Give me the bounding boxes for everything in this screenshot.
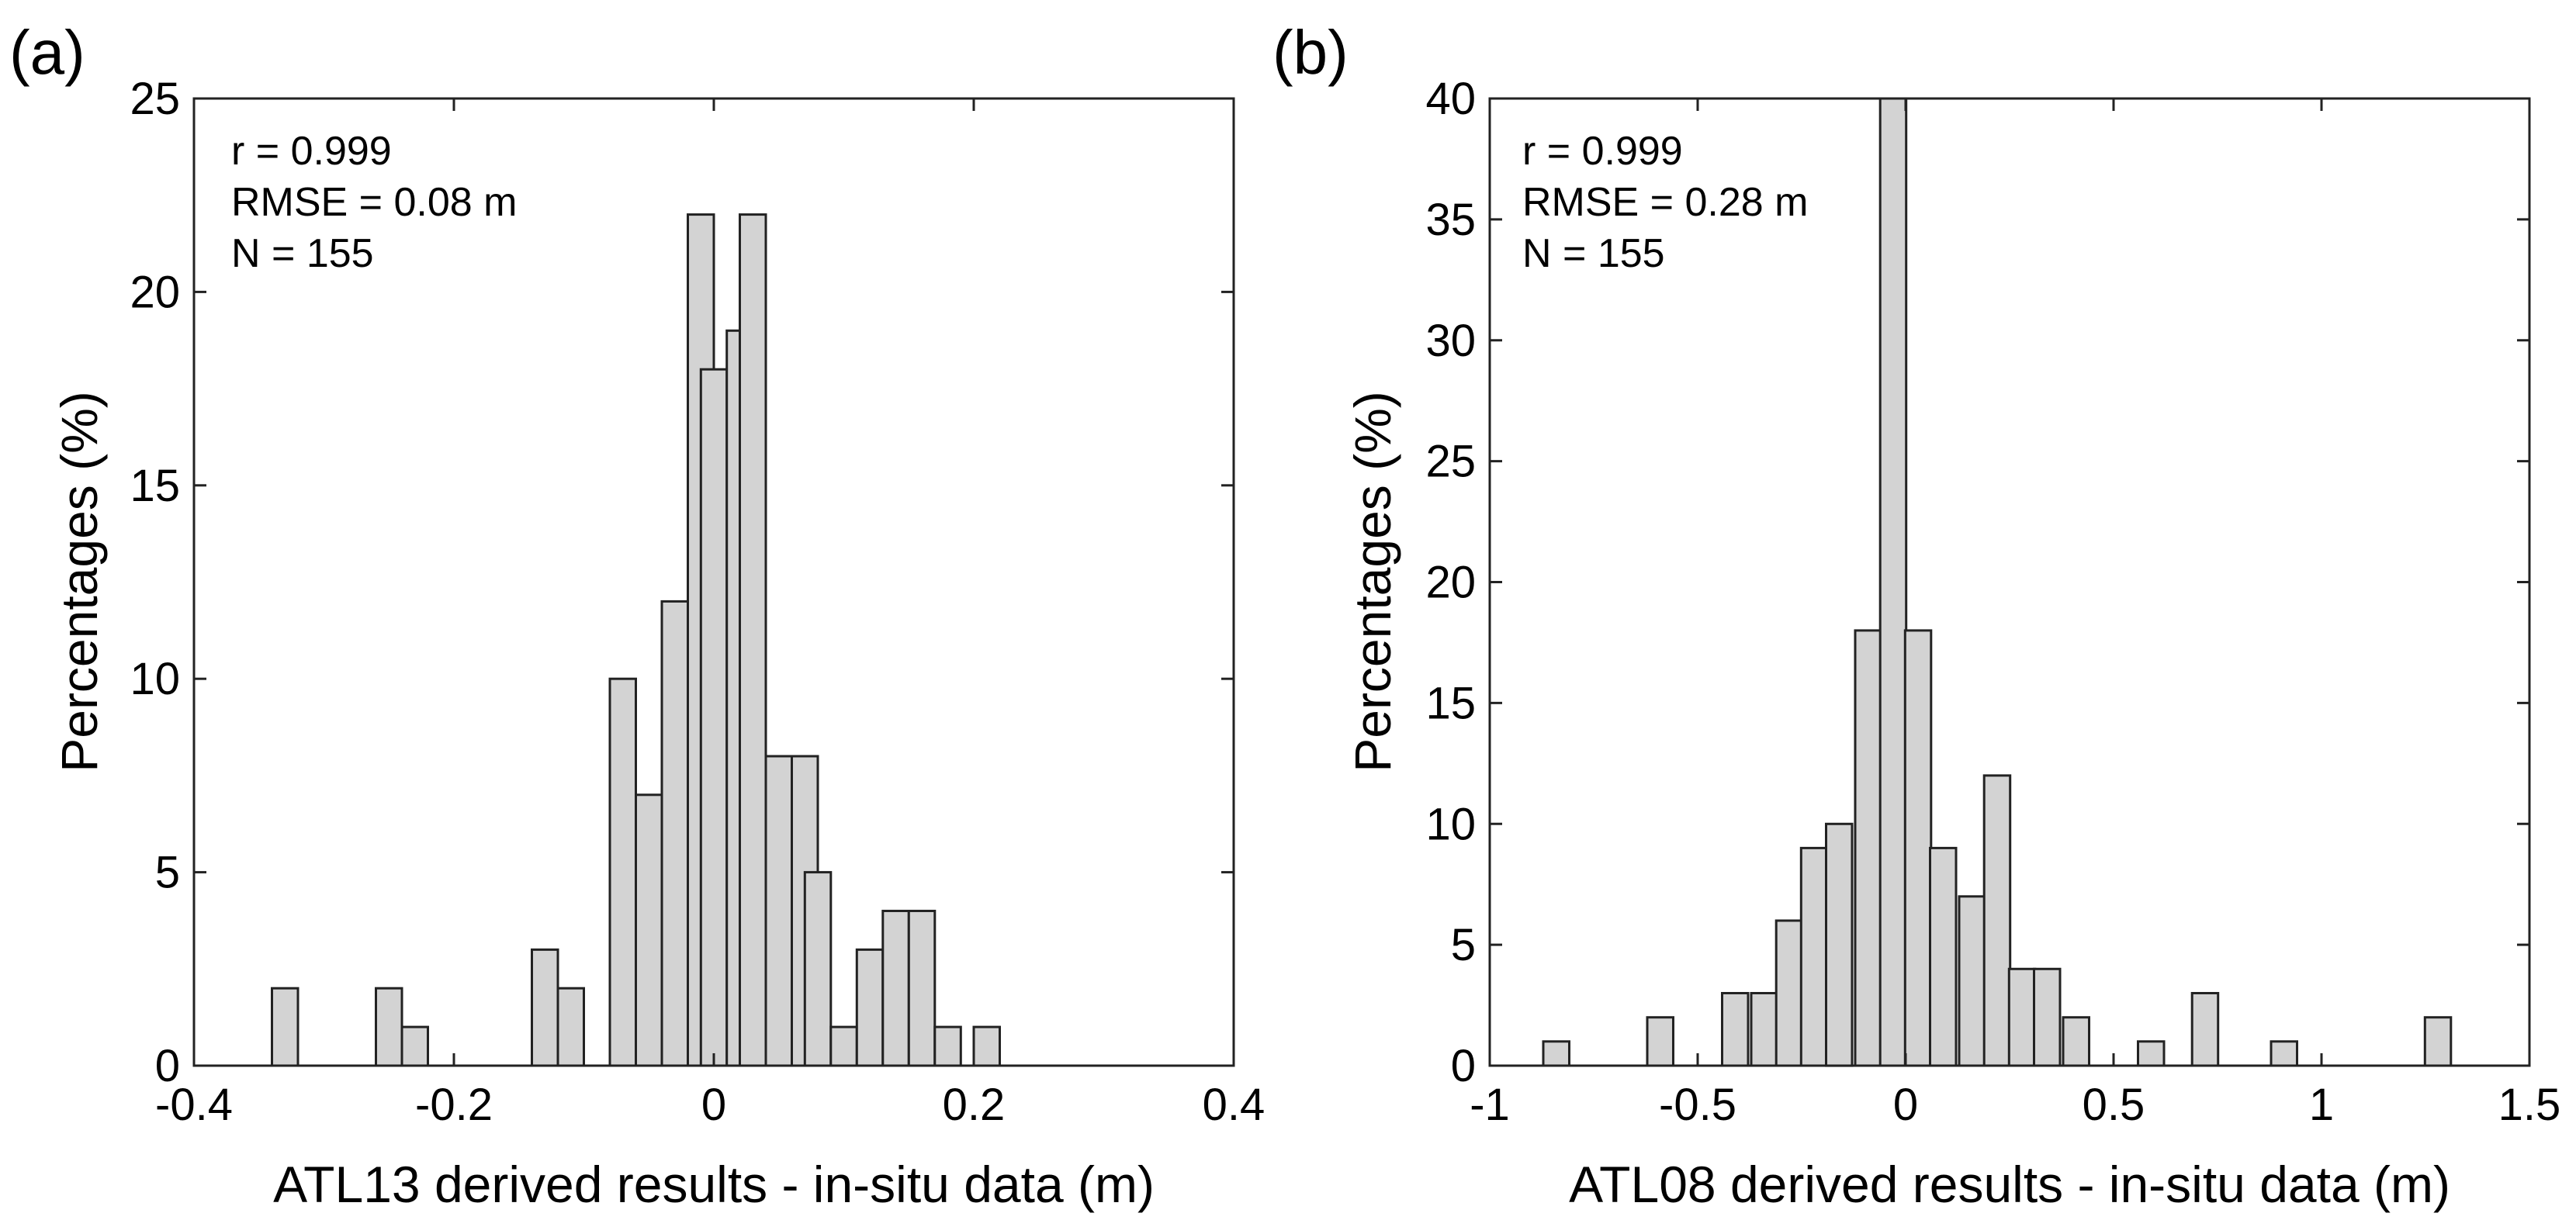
panel-a-tick-labels: -0.4 -0.2 0 0.2 0.4 0 5 10 15 20 25 (130, 74, 1265, 1130)
panel-a-x-axis-label: ATL13 derived results - in-situ data (m) (273, 1156, 1155, 1213)
panel-a-bar (531, 948, 559, 1067)
panel-b-bar (1774, 919, 1804, 1067)
panel-b-x-tick-label: -0.5 (1659, 1080, 1736, 1130)
panel-b-x-tick-label: 1 (2309, 1080, 2334, 1130)
panel-b-y-tick-label: 10 (1425, 799, 1476, 849)
panel-b-bar (1903, 629, 1933, 1067)
panel-a-x-tick-label: -0.4 (155, 1080, 233, 1130)
panel-b-label: (b) (1272, 18, 1349, 87)
panel-b-bar (1982, 774, 2012, 1067)
panel-b-bar (2190, 992, 2220, 1067)
panel-b-bar (1721, 992, 1750, 1067)
panel-a-stat-rmse: RMSE = 0.08 m (231, 180, 517, 225)
panel-a-bar (375, 987, 403, 1067)
panel-a-y-tick-label: 10 (130, 654, 180, 704)
panel-a-bar (635, 793, 663, 1067)
panel-b-y-tick-label: 5 (1451, 920, 1476, 970)
panel-a-stat-r: r = 0.999 (231, 129, 392, 174)
panel-a-bar (699, 368, 729, 1067)
panel-b-tick-labels: -1 -0.5 0 0.5 1 1.5 0 5 10 15 20 25 30 35 40 (1425, 74, 2560, 1130)
panel-b-stat-r: r = 0.999 (1522, 129, 1683, 174)
panel-a-x-tick-label: -0.2 (415, 1080, 493, 1130)
panel-a-x-tick-label: 0.2 (943, 1080, 1006, 1130)
panel-b-bar (1929, 846, 1958, 1067)
panel-a-y-tick-label: 15 (130, 461, 180, 511)
panel-b-y-tick-label: 40 (1425, 74, 1476, 124)
panel-b-y-tick-label: 25 (1425, 437, 1476, 487)
panel-a-y-tick-label: 0 (155, 1041, 180, 1091)
panel-b-bar (1542, 1040, 1570, 1067)
panel-a-bar (907, 910, 937, 1067)
panel-b-x-tick-label: 0 (1893, 1080, 1918, 1130)
panel-a-bar (739, 213, 767, 1067)
panel-a-bar (764, 755, 793, 1067)
panel-b-y-tick-label: 30 (1425, 316, 1476, 366)
panel-b-bar (1750, 992, 1778, 1067)
panel-b-bars (1542, 97, 2453, 1067)
panel-a-bar (803, 871, 833, 1067)
panel-a-label: (a) (9, 18, 85, 87)
panel-a-bar (881, 910, 910, 1067)
panel-b-bar (2033, 967, 2062, 1067)
panel-b-stat-n: N = 155 (1522, 231, 1665, 276)
panel-b-bar (1958, 895, 1986, 1067)
panel-b-bar (2137, 1040, 2166, 1067)
panel-b-ticks (1488, 97, 2531, 1067)
panel-b-bar (1825, 822, 1854, 1067)
panel-b-bar (2062, 1016, 2090, 1067)
panel-b-y-tick-label: 0 (1451, 1041, 1476, 1091)
panel-b-stat-rmse: RMSE = 0.28 m (1522, 180, 1808, 225)
panel-b-y-tick-label: 35 (1425, 195, 1476, 245)
panel-b-bar (2007, 967, 2037, 1067)
panel-b-bar (1799, 846, 1829, 1067)
panel-a-bar (933, 1025, 962, 1067)
panel-b-bar (1646, 1016, 1674, 1067)
panel-a-y-tick-label: 25 (130, 74, 180, 124)
panel-b-x-tick-label: 1.5 (2498, 1080, 2561, 1130)
panel-b-x-tick-label: 0.5 (2083, 1080, 2145, 1130)
panel-a-y-axis-label: Percentages (%) (50, 391, 108, 772)
panel-b-bar (1878, 97, 1908, 1067)
panel-b-y-axis-label: Percentages (%) (1344, 391, 1401, 772)
panel-b: (b) -1 -0.5 0 0.5 1 1.5 0 5 10 15 20 25 30 35 40 ATL08… (1272, 18, 2560, 1213)
panel-a-bar (972, 1025, 1001, 1067)
panel-a-bar (608, 677, 637, 1067)
panel-a-bar (400, 1025, 429, 1067)
panel-a-bar (556, 987, 585, 1067)
panel-b-bar (1854, 629, 1882, 1067)
panel-a-bar (855, 948, 885, 1067)
panel-b-x-tick-label: -1 (1470, 1080, 1510, 1130)
panel-b-bar (2423, 1016, 2453, 1067)
panel-a-x-tick-label: 0.4 (1203, 1080, 1265, 1130)
panel-b-y-tick-label: 15 (1425, 678, 1476, 728)
panel-b-y-tick-label: 20 (1425, 558, 1476, 608)
panel-a-stat-n: N = 155 (231, 231, 374, 276)
panel-b-bar (2270, 1040, 2298, 1067)
panel-a-bars (271, 213, 1001, 1067)
panel-a-ticks (192, 97, 1235, 1067)
panel-b-x-axis-label: ATL08 derived results - in-situ data (m) (1569, 1156, 2450, 1213)
panel-a-y-tick-label: 5 (155, 848, 180, 898)
panel-a-x-tick-label: 0 (701, 1080, 726, 1130)
panel-a-bar (271, 987, 299, 1067)
panel-a: (a) -0.4 -0.2 0 0.2 0.4 0 5 10 15 20 25 ATL13 deri… (9, 18, 1265, 1213)
panel-a-y-tick-label: 20 (130, 267, 180, 317)
panel-a-bar (829, 1025, 858, 1067)
panel-a-bar (660, 600, 689, 1067)
